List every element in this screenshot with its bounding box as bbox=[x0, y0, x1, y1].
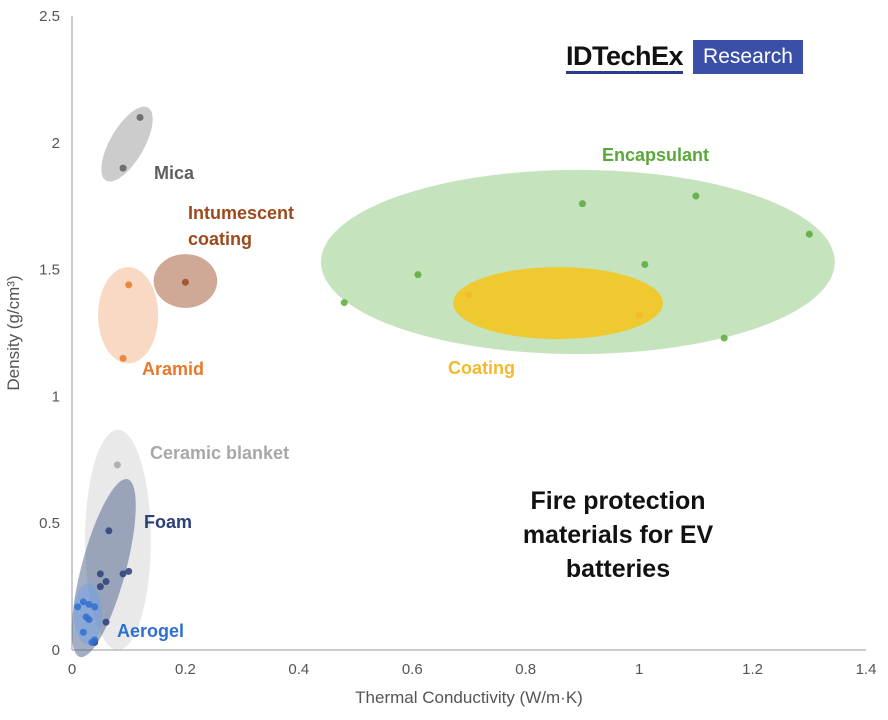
data-point-encapsulant bbox=[805, 230, 813, 238]
data-point-mica bbox=[119, 164, 127, 172]
logo-brand: IDTechEx bbox=[566, 41, 684, 74]
y-tick-label: 2 bbox=[52, 135, 60, 152]
label-foam: Foam bbox=[144, 512, 193, 532]
label-ceramic-blanket: Ceramic blanket bbox=[150, 443, 290, 463]
region-coating bbox=[453, 267, 663, 340]
region-encapsulant bbox=[320, 169, 835, 355]
data-point-encapsulant bbox=[692, 192, 700, 200]
data-point-aerogel bbox=[79, 598, 87, 606]
logo-tag: Research bbox=[693, 40, 803, 74]
data-point-foam bbox=[119, 570, 127, 578]
data-point-encapsulant bbox=[578, 200, 586, 208]
data-point-encapsulant bbox=[641, 261, 649, 269]
data-point-aerogel bbox=[88, 638, 96, 646]
data-point-intumescent-coating bbox=[181, 278, 189, 286]
x-tick-label: 0.2 bbox=[175, 661, 196, 678]
data-point-foam bbox=[102, 618, 110, 626]
data-point-encapsulant bbox=[340, 299, 348, 307]
data-point-foam bbox=[125, 567, 133, 575]
data-point-foam bbox=[105, 527, 113, 535]
x-tick-label: 0.4 bbox=[288, 661, 309, 678]
label-mica: Mica bbox=[154, 163, 195, 183]
idtechex-logo: IDTechEx Research bbox=[566, 40, 803, 74]
x-tick-label: 1.4 bbox=[856, 661, 877, 678]
x-tick-label: 1 bbox=[635, 661, 643, 678]
data-point-encapsulant bbox=[414, 271, 422, 279]
x-tick-label: 0 bbox=[68, 661, 76, 678]
data-point-mica bbox=[136, 113, 144, 121]
region-aramid bbox=[98, 267, 159, 364]
y-tick-label: 1.5 bbox=[39, 262, 60, 279]
data-point-foam bbox=[96, 570, 104, 578]
label-aerogel: Aerogel bbox=[117, 621, 185, 641]
region-mica bbox=[101, 106, 153, 182]
data-point-foam bbox=[96, 583, 104, 591]
data-point-encapsulant bbox=[720, 334, 728, 342]
data-point-aerogel bbox=[91, 603, 99, 611]
label-aramid: Aramid bbox=[142, 359, 205, 379]
y-tick-label: 0 bbox=[52, 642, 60, 659]
data-point-coating bbox=[465, 291, 473, 299]
data-point-aerogel bbox=[85, 600, 93, 608]
x-tick-label: 0.6 bbox=[402, 661, 423, 678]
data-point-aramid bbox=[125, 281, 133, 289]
data-point-coating bbox=[635, 311, 643, 319]
y-tick-label: 2.5 bbox=[39, 8, 60, 25]
x-tick-label: 0.8 bbox=[515, 661, 536, 678]
label-coating: Coating bbox=[448, 358, 515, 378]
x-axis-label: Thermal Conductivity (W/m·K) bbox=[355, 688, 583, 707]
label-intumescent: Intumescent coating bbox=[188, 203, 295, 249]
y-tick-label: 1 bbox=[52, 388, 60, 405]
y-tick-label: 0.5 bbox=[39, 515, 60, 532]
chart-title: Fire protection materials for EV batteri… bbox=[522, 487, 714, 583]
data-point-aerogel bbox=[74, 603, 82, 611]
data-point-aerogel bbox=[85, 616, 93, 624]
data-point-foam bbox=[102, 578, 110, 586]
x-tick-label: 1.2 bbox=[742, 661, 763, 678]
data-point-aramid bbox=[119, 354, 127, 362]
data-point-aerogel bbox=[79, 628, 87, 636]
y-axis-label: Density (g/cm³) bbox=[4, 275, 23, 390]
data-point-ceramic-blanket bbox=[113, 461, 121, 469]
label-encapsulant: Encapsulant bbox=[602, 145, 710, 165]
